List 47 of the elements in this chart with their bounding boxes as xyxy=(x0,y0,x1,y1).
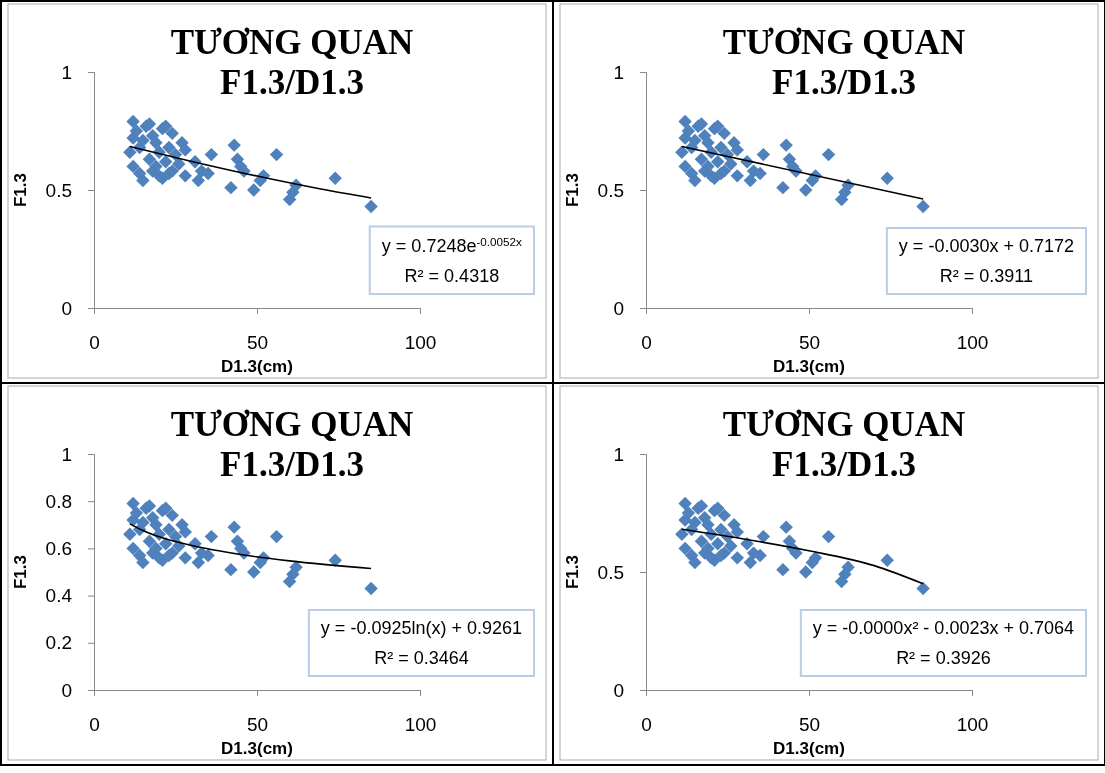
x-tick-label: 0 xyxy=(641,714,652,736)
y-tick-label: 0.5 xyxy=(597,561,624,583)
y-tick-label: 0 xyxy=(61,297,72,319)
y-tick-label: 1 xyxy=(613,61,624,83)
annotation: R² = 0.3464 xyxy=(374,648,469,668)
y-axis-title: F1.3 xyxy=(11,172,30,208)
annotation: R² = 0.3911 xyxy=(939,266,1034,286)
x-axis-title: D1.3(cm) xyxy=(773,357,845,376)
chart-title: TƯƠNG QUAN F1.3/D1.3 xyxy=(722,405,966,484)
x-tick-label: 50 xyxy=(798,332,821,354)
annotation: R² = 0.3926 xyxy=(896,648,991,668)
annotation: R² = 0.4318 xyxy=(404,266,500,286)
x-tick-label: 0 xyxy=(89,332,100,354)
y-tick-label: 0.8 xyxy=(45,490,72,512)
y-axis-title: F1.3 xyxy=(563,554,582,590)
y-tick-label: 0 xyxy=(613,297,624,319)
x-tick-label: 100 xyxy=(956,714,989,736)
chart-title: TƯƠNG QUAN F1.3/D1.3 xyxy=(722,23,966,102)
x-axis-title: D1.3(cm) xyxy=(221,739,293,758)
annotation: y = 0.7248e$^{-0.0052x}$ xyxy=(381,234,523,256)
chart-title: TƯƠNG QUAN F1.3/D1.3 xyxy=(170,23,414,102)
annotation: y = -0.0000x² - 0.0023x + 0.7064 xyxy=(812,618,1074,638)
y-tick-label: 1 xyxy=(613,443,624,465)
annotation: y = -0.0030x + 0.7172 xyxy=(898,236,1074,256)
y-tick-label: 0.2 xyxy=(45,632,72,654)
y-tick-label: 0 xyxy=(613,679,624,701)
y-axis-title: F1.3 xyxy=(11,554,30,590)
y-tick-label: 0.6 xyxy=(45,537,72,559)
x-tick-label: 100 xyxy=(956,332,989,354)
y-tick-label: 0.5 xyxy=(597,179,624,201)
y-axis-title: F1.3 xyxy=(563,172,582,208)
x-tick-label: 50 xyxy=(246,332,269,354)
x-tick-label: 50 xyxy=(246,714,269,736)
x-tick-label: 0 xyxy=(641,332,652,354)
annotation: y = -0.0925ln(x) + 0.9261 xyxy=(320,618,522,638)
x-tick-label: 0 xyxy=(89,714,100,736)
y-tick-label: 0 xyxy=(61,679,72,701)
y-tick-label: 1 xyxy=(61,61,72,83)
x-axis-title: D1.3(cm) xyxy=(773,739,845,758)
chart-title: TƯƠNG QUAN F1.3/D1.3 xyxy=(170,405,414,484)
x-tick-label: 100 xyxy=(404,332,437,354)
y-tick-label: 0.4 xyxy=(45,585,73,607)
x-tick-label: 50 xyxy=(798,714,821,736)
x-tick-label: 100 xyxy=(404,714,437,736)
x-axis-title: D1.3(cm) xyxy=(221,357,293,376)
y-tick-label: 0.5 xyxy=(45,179,72,201)
y-tick-label: 1 xyxy=(61,443,72,465)
